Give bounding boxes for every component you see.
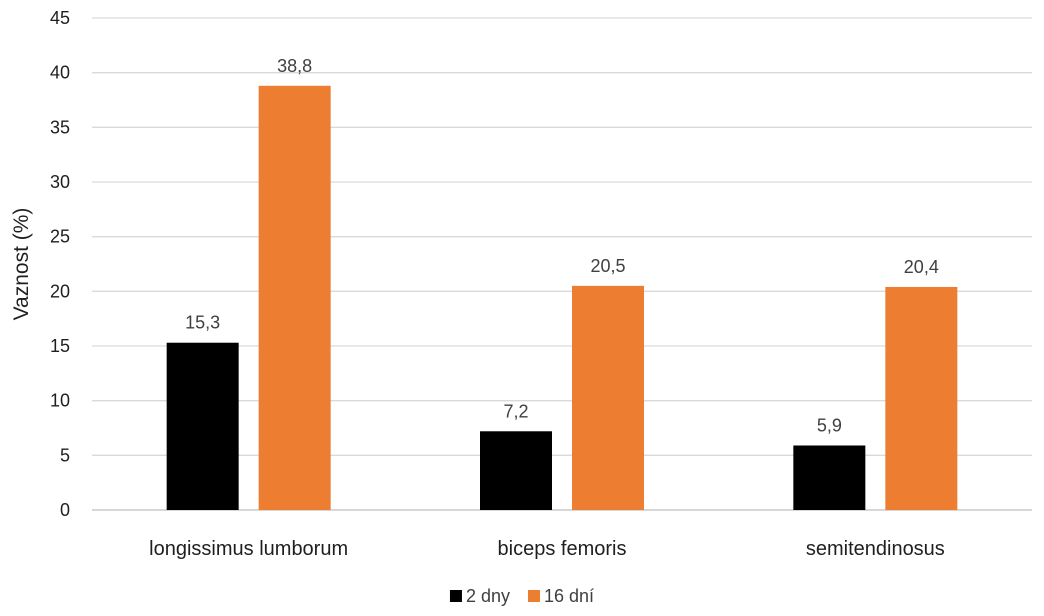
y-axis-ticks: 0 5 10 15 20 25 30 35 40 45: [50, 8, 70, 520]
data-label: 38,8: [277, 56, 312, 76]
y-tick-label: 5: [60, 445, 70, 465]
legend-label: 16 dní: [544, 586, 594, 606]
bar: [166, 342, 239, 510]
y-tick-label: 25: [50, 227, 70, 247]
category-label: biceps femoris: [498, 538, 627, 560]
bar: [885, 286, 958, 510]
data-label: 5,9: [817, 415, 842, 435]
y-tick-label: 15: [50, 336, 70, 356]
y-tick-label: 40: [50, 63, 70, 83]
legend-label: 2 dny: [466, 586, 510, 606]
data-label: 15,3: [185, 313, 220, 333]
bars: [166, 85, 958, 510]
bar: [258, 85, 331, 510]
data-label: 7,2: [503, 401, 528, 421]
y-tick-label: 0: [60, 500, 70, 520]
legend: 2 dny 16 dní: [449, 586, 594, 606]
legend-swatch: [528, 590, 540, 602]
y-axis-title: Vaznost (%): [10, 208, 33, 321]
category-labels: longissimus lumborum biceps femoris semite…: [149, 538, 945, 560]
legend-swatch: [449, 590, 462, 602]
gridlines: [92, 17, 1032, 511]
y-tick-label: 45: [50, 8, 70, 28]
bar: [480, 431, 552, 510]
category-label: semitendinosus: [806, 538, 945, 560]
data-label: 20,5: [590, 256, 625, 276]
legend-item: 2 dny: [449, 586, 510, 606]
y-tick-label: 20: [50, 281, 70, 301]
y-tick-label: 30: [50, 172, 70, 192]
bar: [572, 285, 644, 510]
bar: [793, 445, 866, 510]
category-label: longissimus lumborum: [149, 538, 348, 560]
data-labels: 15,3 38,8 7,2 20,5 5,9 20,4: [185, 56, 939, 436]
y-tick-label: 10: [50, 391, 70, 411]
legend-item: 16 dní: [528, 586, 594, 606]
data-label: 20,4: [904, 257, 939, 277]
y-tick-label: 35: [50, 117, 70, 137]
